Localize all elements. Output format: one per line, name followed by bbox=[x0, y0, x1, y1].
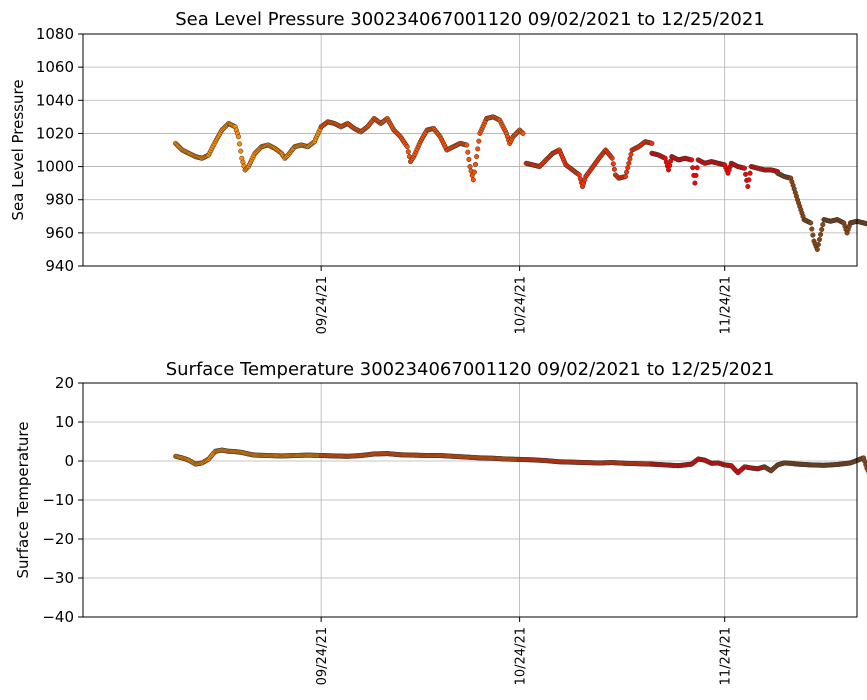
data-point bbox=[472, 161, 479, 167]
sea-level-pressure-chart: 940 960 980 1000 1020 1040 1060 1080 09/24/21 10/… bbox=[9, 9, 867, 334]
data-point bbox=[471, 169, 477, 175]
data-point bbox=[609, 155, 615, 161]
data-point bbox=[476, 138, 482, 144]
data-point bbox=[475, 146, 481, 152]
data-point bbox=[809, 226, 815, 232]
y-tick-label: 1060 bbox=[36, 58, 74, 76]
data-point bbox=[814, 246, 820, 252]
chart-title: Sea Level Pressure 300234067001120 09/02… bbox=[175, 9, 765, 30]
data-point bbox=[467, 164, 473, 170]
data-point bbox=[625, 165, 631, 171]
data-point bbox=[626, 160, 632, 166]
x-tick-label: 10/24/21 bbox=[514, 627, 529, 685]
data-point bbox=[624, 169, 630, 175]
y-tick-label: 940 bbox=[45, 257, 74, 275]
y-tick-label: −10 bbox=[42, 491, 74, 509]
data-point bbox=[689, 157, 695, 163]
data-point bbox=[819, 226, 825, 233]
data-point bbox=[474, 154, 480, 160]
data-point bbox=[405, 149, 411, 155]
surface-temperature-chart: −40 −30 −20 −10 0 10 20 09/24/21 10/24/21 11/24/2… bbox=[14, 359, 867, 685]
data-point bbox=[694, 165, 700, 171]
data-point bbox=[818, 231, 824, 238]
plot-frame bbox=[82, 33, 858, 267]
data-point bbox=[622, 173, 629, 180]
data-point bbox=[238, 148, 244, 154]
data-point bbox=[610, 161, 616, 167]
data-point bbox=[649, 140, 655, 146]
data-point bbox=[237, 141, 243, 147]
y-tick-label: 20 bbox=[55, 374, 74, 392]
data-points bbox=[173, 447, 867, 476]
y-tick-label: 960 bbox=[45, 224, 74, 242]
y-tick-label: 1080 bbox=[36, 25, 74, 43]
data-points bbox=[173, 114, 867, 252]
data-point bbox=[743, 171, 749, 177]
data-point bbox=[816, 236, 823, 243]
data-point bbox=[628, 151, 634, 157]
data-point bbox=[404, 144, 410, 150]
data-point bbox=[745, 183, 751, 190]
data-point bbox=[465, 149, 471, 155]
axis-ticks: 940 960 980 1000 1020 1040 1060 1080 09/24/21 10/… bbox=[36, 25, 734, 334]
data-point bbox=[235, 134, 242, 140]
y-tick-label: 1000 bbox=[36, 158, 74, 176]
data-point bbox=[667, 162, 673, 169]
chart-title: Surface Temperature 300234067001120 09/0… bbox=[166, 359, 775, 380]
data-point bbox=[464, 142, 470, 148]
x-tick-label: 09/24/21 bbox=[315, 627, 330, 685]
data-point bbox=[611, 166, 617, 172]
y-tick-label: −40 bbox=[42, 608, 74, 626]
grid-lines bbox=[83, 33, 857, 267]
data-point bbox=[820, 222, 826, 228]
data-point bbox=[747, 170, 753, 176]
data-point bbox=[810, 232, 816, 238]
data-point bbox=[665, 167, 672, 173]
y-tick-label: 1040 bbox=[36, 91, 74, 109]
data-point bbox=[815, 241, 821, 248]
y-tick-label: 1020 bbox=[36, 124, 74, 142]
data-point bbox=[741, 165, 748, 171]
x-tick-label: 11/24/21 bbox=[719, 627, 734, 685]
data-point bbox=[466, 156, 472, 162]
y-tick-label: −20 bbox=[42, 530, 74, 548]
x-tick-label: 11/24/21 bbox=[719, 276, 734, 334]
data-point bbox=[627, 156, 633, 162]
data-point bbox=[690, 165, 696, 171]
data-point bbox=[470, 177, 476, 183]
y-tick-label: −30 bbox=[42, 569, 74, 587]
y-tick-label: 0 bbox=[64, 452, 74, 470]
axis-ticks: −40 −30 −20 −10 0 10 20 09/24/21 10/24/21 11/24/2… bbox=[42, 374, 734, 685]
y-axis-label: Sea Level Pressure bbox=[9, 79, 27, 220]
y-axis-label: Surface Temperature bbox=[14, 422, 32, 579]
data-point bbox=[746, 177, 752, 183]
data-point bbox=[520, 130, 526, 136]
data-point bbox=[692, 180, 698, 186]
y-tick-label: 980 bbox=[45, 191, 74, 209]
y-tick-label: 10 bbox=[55, 413, 74, 431]
x-tick-label: 09/24/21 bbox=[315, 276, 330, 334]
data-point bbox=[693, 172, 699, 178]
data-point bbox=[808, 220, 814, 226]
x-tick-label: 10/24/21 bbox=[514, 276, 529, 334]
